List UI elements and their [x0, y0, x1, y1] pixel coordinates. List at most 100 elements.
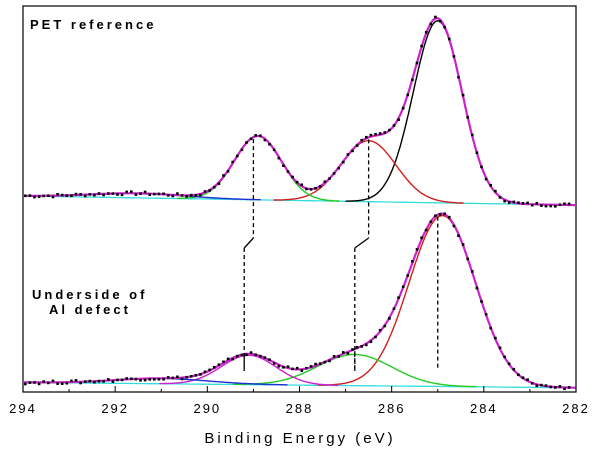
- data-point: [388, 317, 391, 320]
- data-point: [254, 134, 257, 137]
- x-axis-title: Binding Energy (eV): [204, 430, 395, 447]
- data-point: [120, 378, 124, 382]
- data-point: [374, 132, 377, 136]
- data-point: [102, 193, 105, 197]
- data-point: [429, 22, 433, 26]
- data-point: [480, 300, 483, 303]
- data-point: [558, 203, 562, 206]
- data-point: [120, 193, 124, 197]
- data-point: [360, 345, 363, 348]
- data-point: [526, 378, 529, 381]
- data-point: [369, 133, 373, 137]
- data-point: [148, 193, 151, 196]
- x-tick-label: 292: [101, 401, 129, 416]
- data-point: [282, 366, 285, 369]
- data-point: [263, 138, 267, 142]
- data-point: [291, 367, 294, 371]
- data-point: [231, 160, 234, 164]
- data-point: [60, 382, 64, 385]
- data-point: [56, 382, 59, 385]
- data-point: [480, 165, 483, 169]
- spectra-curves: [23, 15, 576, 391]
- data-point: [355, 346, 359, 349]
- data-point: [369, 340, 373, 343]
- data-point: [47, 381, 50, 385]
- data-point: [83, 194, 87, 198]
- data-point: [134, 193, 138, 196]
- data-point: [471, 270, 474, 273]
- data-point: [434, 15, 437, 19]
- data-point: [494, 189, 497, 193]
- data-point: [484, 313, 488, 316]
- data-point: [157, 192, 161, 196]
- data-point: [328, 359, 331, 363]
- data-point: [498, 196, 502, 199]
- data-point: [415, 61, 419, 65]
- data-point: [199, 373, 202, 376]
- data-point: [236, 354, 239, 358]
- data-point: [277, 364, 281, 368]
- data-point: [60, 193, 64, 197]
- data-point: [337, 166, 340, 170]
- data-point: [457, 234, 460, 237]
- data-point: [406, 274, 410, 277]
- fit-envelope: [23, 212, 576, 389]
- data-point: [424, 31, 428, 34]
- data-point: [212, 366, 216, 369]
- data-point: [143, 378, 147, 382]
- data-point: [116, 378, 119, 382]
- data-point: [171, 376, 175, 380]
- data-point: [217, 182, 221, 185]
- data-point: [153, 192, 156, 196]
- data-point: [383, 324, 387, 328]
- data-point: [457, 75, 460, 79]
- data-point: [286, 170, 290, 173]
- data-point: [245, 353, 248, 357]
- data-point: [226, 357, 230, 361]
- data-point: [143, 190, 147, 194]
- data-point: [222, 360, 225, 364]
- connector-slant-1: [354, 237, 370, 249]
- data-point: [300, 183, 304, 187]
- data-point: [28, 381, 32, 384]
- data-point: [544, 204, 548, 208]
- data-point: [111, 192, 115, 195]
- data-point: [116, 193, 119, 196]
- data-point: [194, 374, 198, 377]
- data-point: [498, 346, 502, 350]
- data-point: [378, 132, 382, 135]
- data-point: [51, 195, 55, 199]
- data-point: [461, 243, 465, 246]
- data-point: [429, 220, 433, 223]
- data-point: [93, 380, 96, 384]
- data-point: [314, 187, 317, 190]
- data-point: [111, 380, 115, 383]
- data-point: [342, 160, 345, 164]
- data-point: [268, 143, 271, 146]
- panel-label-underside-line1: Underside of: [32, 287, 147, 302]
- x-tick-label: 288: [286, 401, 314, 416]
- data-point: [420, 236, 423, 240]
- data-point: [305, 366, 308, 370]
- data-point: [489, 184, 492, 187]
- data-point: [70, 379, 73, 383]
- data-point: [153, 378, 156, 381]
- data-point: [406, 93, 410, 97]
- data-point: [346, 153, 350, 156]
- component-peak-0: [345, 20, 530, 205]
- data-point: [461, 93, 465, 97]
- data-point: [295, 366, 299, 370]
- data-point: [231, 357, 234, 361]
- data-point: [388, 128, 391, 132]
- data-point: [420, 44, 423, 48]
- data-point: [180, 377, 184, 381]
- data-point: [318, 185, 322, 188]
- data-point: [189, 375, 193, 378]
- data-point: [521, 376, 525, 379]
- data-point: [512, 200, 516, 204]
- data-point: [263, 356, 267, 359]
- data-point: [185, 375, 188, 379]
- data-point: [365, 343, 368, 347]
- data-point: [125, 377, 128, 380]
